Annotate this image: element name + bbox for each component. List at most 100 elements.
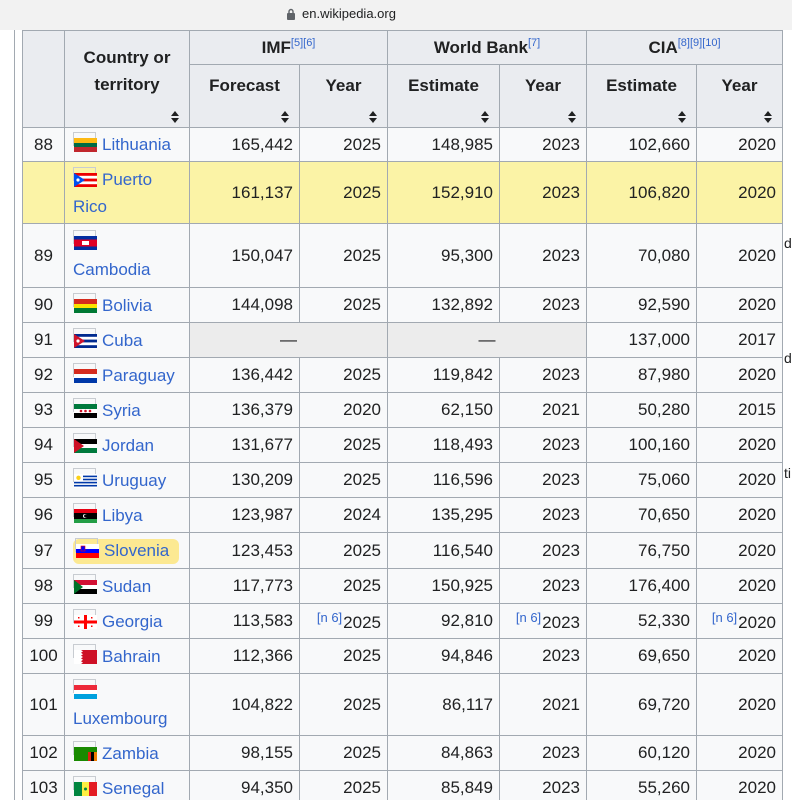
country-link[interactable]: Jordan — [102, 435, 154, 455]
imf-forecast-cell: 123,987 — [189, 497, 300, 533]
table-row: 88 Lithuania 165,442 2025 148,985 2023 102,660… — [22, 127, 783, 162]
imf-forecast-header[interactable]: Forecast — [189, 64, 300, 128]
rank-cell: 96 — [22, 497, 65, 533]
country-link[interactable]: Luxembourg — [73, 708, 168, 728]
wb-estimate-cell: 92,810 — [387, 603, 500, 639]
rank-cell: 99 — [22, 603, 65, 639]
wb-na-cell: — — [387, 322, 587, 358]
cia-year-cell: 2020 — [696, 462, 783, 498]
cia-year-header[interactable]: Year — [696, 64, 783, 128]
flag-icon — [73, 608, 97, 629]
wb-year-header[interactable]: Year — [499, 64, 587, 128]
flag-icon — [73, 166, 97, 187]
country-link[interactable]: Lithuania — [102, 135, 172, 154]
country-link[interactable]: Senegal — [102, 778, 165, 798]
wb-refs-link[interactable]: [7] — [527, 37, 541, 49]
country-link[interactable]: Bolivia — [102, 295, 153, 315]
sort-icon[interactable] — [369, 111, 377, 123]
cia-year-cell: 2020 — [696, 357, 783, 393]
world-bank-header: World Bank[7] — [387, 30, 587, 65]
imf-year-cell: 2025 — [299, 462, 388, 498]
wb-year-label: Year — [525, 76, 561, 95]
cia-estimate-cell: 75,060 — [586, 462, 697, 498]
clipped-text-fragment: d — [784, 350, 792, 366]
rank-cell: 103 — [22, 770, 65, 800]
flag-icon — [73, 573, 97, 594]
country-link[interactable]: Paraguay — [102, 365, 175, 385]
flag-icon — [73, 467, 97, 488]
sort-icon[interactable] — [678, 111, 686, 123]
sort-icon[interactable] — [764, 111, 772, 123]
country-cell: Luxembourg — [64, 673, 190, 736]
country-link[interactable]: Sudan — [102, 576, 152, 596]
country-cell: Libya — [64, 497, 190, 533]
wb-year-cell: 2023 — [499, 427, 587, 463]
country-header-label: Country or territory — [83, 48, 171, 94]
imf-forecast-cell: 136,442 — [189, 357, 300, 393]
country-link[interactable]: Slovenia — [104, 541, 170, 560]
country-cell: Cuba — [64, 322, 190, 358]
sort-icon[interactable] — [281, 111, 289, 123]
imf-year-cell: 2025 — [299, 127, 388, 162]
cia-estimate-cell: 176,400 — [586, 568, 697, 604]
imf-year-cell: 2025 — [299, 223, 388, 288]
imf-forecast-cell: 98,155 — [189, 735, 300, 771]
imf-year-label: Year — [325, 76, 362, 95]
imf-year-cell: 2025 — [299, 357, 388, 393]
rank-cell: 98 — [22, 568, 65, 604]
wb-estimate-cell: 94,846 — [387, 638, 500, 674]
imf-refs-link[interactable]: [5][6] — [290, 37, 316, 49]
cia-estimate-cell: 100,160 — [586, 427, 697, 463]
imf-header-label: IMF — [261, 38, 291, 57]
flag-icon — [73, 678, 97, 699]
imf-year-cell: 2025 — [299, 568, 388, 604]
country-link[interactable]: Georgia — [102, 611, 163, 631]
country-cell: Lithuania — [64, 127, 190, 162]
footnote-link[interactable]: [n 6] — [711, 609, 738, 625]
flag-icon — [73, 327, 97, 348]
flag-icon — [73, 643, 97, 664]
country-link[interactable]: Libya — [102, 505, 143, 525]
cia-year-cell: 2020 — [696, 223, 783, 288]
cia-estimate-cell: 137,000 — [586, 322, 697, 358]
cia-estimate-cell: 55,260 — [586, 770, 697, 800]
cia-estimate-cell: 102,660 — [586, 127, 697, 162]
wb-year-cell: 2023 — [499, 568, 587, 604]
sort-icon[interactable] — [171, 111, 179, 123]
country-link[interactable]: Uruguay — [102, 470, 167, 490]
wb-estimate-cell: 116,540 — [387, 532, 500, 569]
imf-year-header[interactable]: Year — [299, 64, 388, 128]
gdp-table: Country or territory IMF[5][6] World Ban… — [22, 30, 783, 800]
footnote-link[interactable]: [n 6] — [316, 609, 343, 625]
country-link[interactable]: Syria — [102, 400, 141, 420]
sort-icon[interactable] — [568, 111, 576, 123]
url-text: en.wikipedia.org — [302, 6, 396, 21]
country-cell: Senegal — [64, 770, 190, 800]
wb-year-cell: 2023 — [499, 770, 587, 800]
footnote-link[interactable]: [n 6] — [515, 609, 542, 625]
country-link[interactable]: Cuba — [102, 330, 143, 350]
imf-forecast-cell: 117,773 — [189, 568, 300, 604]
wb-estimate-header[interactable]: Estimate — [387, 64, 500, 128]
browser-address-bar[interactable]: en.wikipedia.org — [0, 0, 792, 30]
url-display[interactable]: en.wikipedia.org — [286, 6, 396, 21]
cia-year-cell: 2020 — [696, 161, 783, 224]
cia-year-label: Year — [721, 76, 758, 95]
country-link[interactable]: Bahrain — [102, 646, 161, 666]
rank-cell: 97 — [22, 532, 65, 569]
cia-estimate-cell: 69,720 — [586, 673, 697, 736]
wb-year-cell: 2023 — [499, 161, 587, 224]
country-link[interactable]: Puerto Rico — [73, 169, 153, 216]
cia-refs-link[interactable]: [8][9][10] — [677, 37, 721, 49]
imf-year-cell: 2025 — [299, 532, 388, 569]
country-header[interactable]: Country or territory — [64, 30, 190, 128]
cia-estimate-header[interactable]: Estimate — [586, 64, 697, 128]
country-link[interactable]: Cambodia — [73, 259, 151, 279]
sort-icon[interactable] — [481, 111, 489, 123]
country-link[interactable]: Zambia — [102, 743, 159, 763]
cia-estimate-cell: 76,750 — [586, 532, 697, 569]
wb-year-cell: 2023 — [499, 462, 587, 498]
flag-icon — [73, 502, 97, 523]
imf-forecast-cell: 112,366 — [189, 638, 300, 674]
cia-year-cell: 2020 — [696, 427, 783, 463]
